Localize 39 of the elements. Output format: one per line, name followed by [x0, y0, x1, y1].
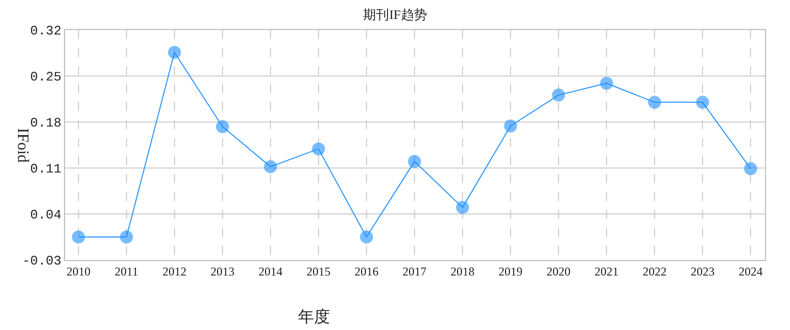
point [696, 96, 710, 109]
x-tick-label: 2019 [498, 264, 523, 278]
y-tick-label: 0.18 [30, 116, 62, 131]
point [552, 88, 566, 102]
y-axis-title: IFoid [14, 128, 31, 163]
x-tick-label: 2021 [594, 264, 619, 278]
x-tick-label: 2013 [210, 264, 234, 278]
point [168, 46, 181, 59]
y-tick-label: 0.25 [30, 70, 62, 85]
x-axis-title: 年度 [298, 308, 330, 326]
point [360, 230, 374, 244]
x-tick-label: 2024 [738, 264, 763, 278]
x-tick-label: 2018 [450, 264, 475, 278]
x-tick-label: 2020 [546, 264, 571, 278]
point [216, 120, 229, 134]
chart-title: 期刊IF趋势 [363, 7, 427, 22]
point [456, 200, 470, 214]
point [600, 76, 614, 90]
x-tick-label: 2010 [66, 264, 90, 278]
y-tick-label: 0.11 [30, 162, 62, 177]
x-tick-label: 2011 [114, 264, 138, 278]
x-tick-label: 2022 [642, 264, 667, 278]
y-tick-label: -0.03 [22, 254, 62, 269]
x-tick-label: 2014 [258, 264, 282, 278]
point [312, 142, 325, 156]
point [408, 154, 422, 168]
point [72, 230, 85, 244]
point [744, 162, 758, 176]
x-tick-label: 2023 [690, 264, 715, 278]
point [504, 119, 518, 132]
x-tick-label: 2012 [162, 264, 186, 278]
x-tick-label: 2016 [354, 264, 379, 278]
point [648, 96, 662, 109]
x-tick-label: 2017 [402, 264, 427, 278]
x-tick-label: 2015 [306, 264, 330, 278]
y-tick-label: 0.32 [30, 24, 62, 39]
point [264, 160, 277, 174]
y-tick-label: 0.04 [30, 208, 62, 223]
point [120, 230, 133, 244]
